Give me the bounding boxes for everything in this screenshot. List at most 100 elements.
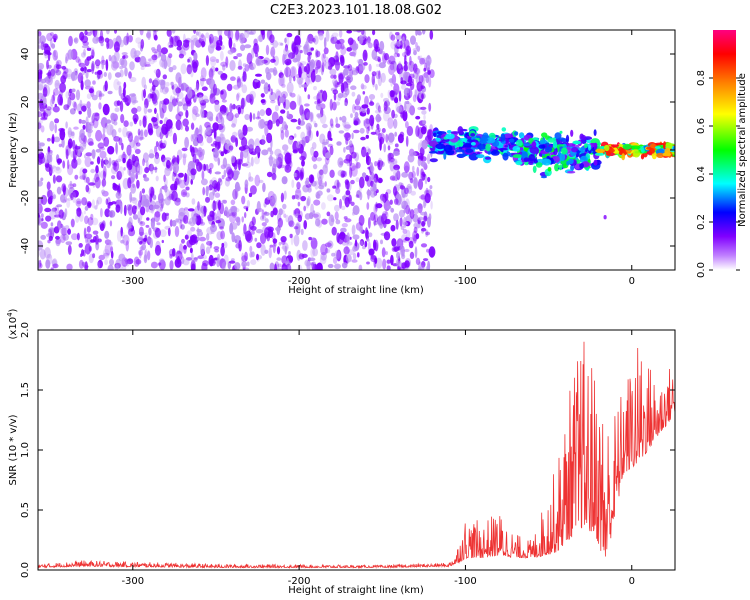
colorbar-gradient	[713, 30, 736, 270]
spectrogram-cell	[407, 153, 415, 163]
spectrogram-cell	[108, 54, 112, 62]
spectrogram-cell	[122, 157, 126, 164]
spectrogram-cell	[407, 236, 415, 245]
spectrogram-cell	[38, 40, 45, 50]
spectrogram-cell	[79, 175, 87, 180]
spectrogram-cell	[166, 159, 171, 169]
spectrogram-cell	[249, 112, 253, 123]
spectrogram-cell	[255, 229, 264, 234]
spectrogram-cell	[236, 158, 243, 165]
spectrogram-cell	[261, 222, 267, 227]
spectrogram-cell	[423, 67, 427, 72]
spectrogram-cell	[283, 101, 286, 109]
spectrogram-cell	[40, 194, 48, 206]
spectrogram-cell	[417, 157, 421, 167]
spectrogram-cell	[559, 153, 566, 162]
spectrogram-cell	[330, 218, 335, 223]
spectrogram-cell	[106, 119, 112, 124]
spectrogram-cell	[394, 198, 399, 205]
spectrogram-cell	[208, 191, 215, 201]
spectrogram-cell	[105, 59, 109, 71]
spectrogram-cell	[263, 211, 270, 216]
spectrogram-cell	[365, 134, 369, 139]
spectrogram-cell	[375, 203, 378, 212]
spectrogram-cell	[178, 53, 184, 59]
spectrogram-cell	[385, 211, 388, 215]
spectrogram-cell	[73, 126, 79, 130]
spectrogram-cell	[322, 164, 328, 175]
spectrogram-cell	[122, 87, 126, 98]
spectrogram-cell	[272, 207, 278, 216]
spectrogram-cell	[205, 55, 209, 66]
spectrogram-cell	[352, 234, 360, 240]
y-tick-label: 40	[20, 48, 31, 61]
spectrogram-cell	[374, 109, 382, 114]
spectrogram-cell	[395, 101, 403, 113]
spectrogram-cell	[106, 30, 110, 35]
spectrogram-cell	[140, 221, 143, 225]
spectrogram-cell	[55, 235, 60, 240]
spectrogram-cell	[366, 238, 370, 242]
spectrogram-cell	[476, 154, 485, 159]
spectrogram-cell	[205, 246, 211, 254]
spectrogram-cell	[159, 187, 163, 200]
spectrogram-cell	[104, 37, 110, 43]
x-tick-label: -100	[454, 576, 477, 587]
spectrogram-cell	[44, 207, 52, 213]
spectrogram-cell	[241, 261, 248, 268]
spectrogram-cell	[289, 233, 293, 239]
spectrogram-cell	[91, 49, 95, 59]
spectrogram-cell	[306, 130, 314, 142]
spectrogram-cell	[101, 62, 104, 70]
spectrogram-cell	[119, 66, 123, 70]
spectrogram-cell	[244, 44, 252, 49]
spectrogram-cell	[335, 79, 338, 91]
spectrogram-cell	[298, 253, 305, 260]
spectrogram-cell	[139, 136, 145, 140]
spectrogram-cell	[400, 80, 407, 85]
spectrogram-cell	[350, 113, 353, 118]
spectrogram-cell	[115, 143, 119, 155]
spectrogram-cell	[92, 230, 99, 235]
spectrogram-cell	[347, 37, 354, 46]
spectrogram-cell	[104, 80, 108, 92]
spectrogram-cell	[487, 150, 491, 155]
spectrogram-cell	[92, 117, 99, 129]
spectrogram-cell	[594, 152, 605, 156]
spectrogram-cell	[200, 243, 205, 256]
spectrogram-cell	[265, 44, 270, 56]
spectrogram-cell	[217, 157, 221, 166]
spectrogram-cell	[72, 183, 77, 188]
spectrogram-cell	[544, 146, 553, 153]
spectrogram-cell	[66, 263, 73, 270]
spectrogram-cell	[141, 188, 146, 194]
spectrogram-cell	[206, 240, 213, 246]
spectrogram-cell	[230, 104, 238, 110]
spectrogram-cell	[324, 181, 327, 187]
spectrogram-cell	[388, 153, 392, 162]
spectrogram-cell	[237, 65, 243, 70]
spectrogram-cell	[150, 186, 155, 199]
spectrogram-cell	[84, 205, 89, 211]
spectrogram-cell	[80, 80, 84, 91]
spectrogram-cell	[100, 42, 104, 47]
spectrogram-cell	[421, 227, 427, 232]
spectrogram-cell	[148, 78, 153, 84]
spectrogram-cell	[406, 87, 410, 94]
spectrogram-cell	[314, 180, 319, 190]
spectrogram-cell	[116, 230, 122, 242]
spectrogram-cell	[51, 43, 56, 49]
spectrogram-cell	[149, 93, 154, 99]
spectrogram-cell	[45, 259, 51, 269]
spectrogram-cell	[185, 257, 193, 261]
spectrogram-cell	[389, 90, 395, 101]
spectrogram-cell	[94, 71, 98, 75]
spectrogram-cell	[206, 136, 213, 144]
spectrogram-cell	[297, 201, 301, 207]
spectrogram-cell	[420, 106, 427, 110]
spectrogram-cell	[111, 175, 116, 180]
spectrogram-cell	[73, 101, 77, 111]
spectrogram-cell	[351, 69, 359, 76]
spectrogram-cell	[281, 240, 286, 245]
spectrogram-cell	[405, 204, 410, 215]
